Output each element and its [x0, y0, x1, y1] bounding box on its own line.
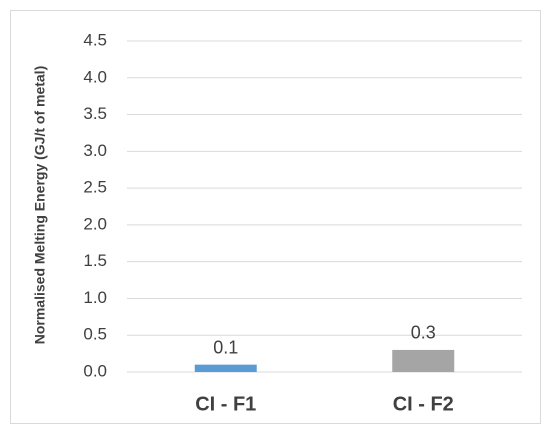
- x-tick-label: CI - F2: [393, 393, 454, 415]
- y-tick-label: 1.5: [83, 251, 107, 270]
- x-tick-label: CI - F1: [195, 393, 256, 415]
- y-tick-label: 1.0: [83, 288, 107, 307]
- y-tick-label: 4.0: [83, 67, 107, 86]
- bar: [194, 364, 257, 372]
- y-tick-label: 2.5: [83, 178, 107, 197]
- y-axis-label: Normalised Melting Energy (GJ/t of metal…: [31, 65, 48, 345]
- y-tick-label: 3.5: [83, 104, 107, 123]
- chart-border: [10, 10, 541, 424]
- y-tick-label: 2.0: [83, 214, 107, 233]
- data-label: 0.1: [213, 337, 238, 357]
- bar: [392, 349, 455, 372]
- data-label: 0.3: [411, 323, 436, 343]
- y-tick-label: 0.5: [83, 325, 107, 344]
- y-tick-label: 3.0: [83, 141, 107, 160]
- y-tick-label: 4.5: [83, 30, 107, 49]
- y-tick-label: 0.0: [83, 361, 107, 380]
